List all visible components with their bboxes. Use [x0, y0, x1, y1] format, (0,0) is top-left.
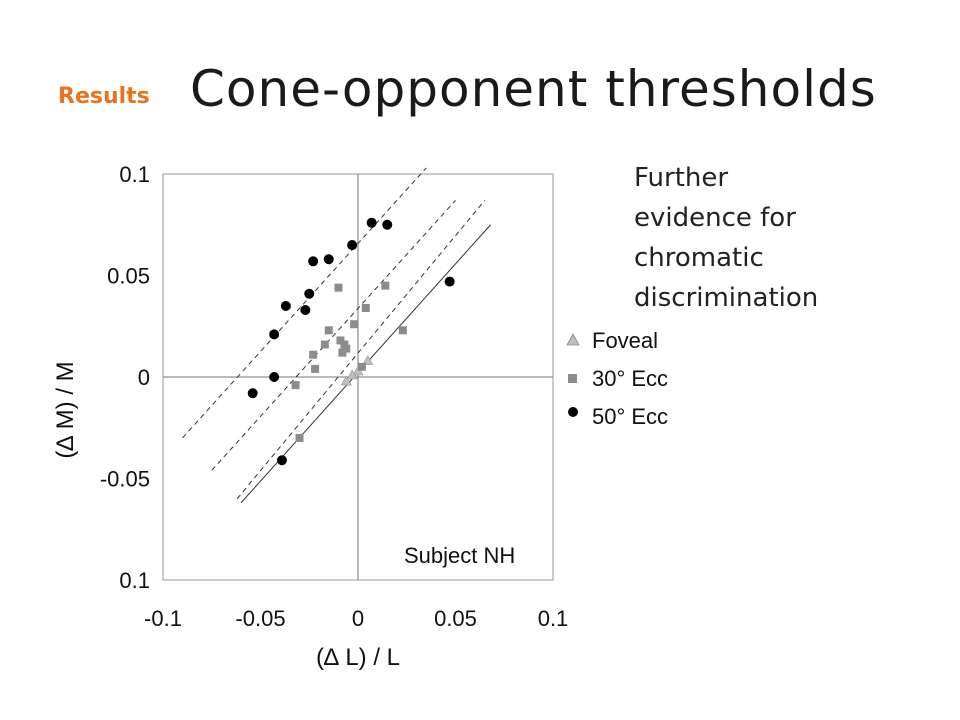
- data-point-30-ecc: [309, 350, 318, 359]
- section-label: Results: [58, 84, 150, 109]
- x-tick-label: -0.05: [235, 606, 285, 631]
- reference-line-3: [236, 200, 486, 500]
- data-point-50-ecc: [300, 305, 311, 316]
- x-tick-label: 0.1: [538, 606, 569, 631]
- x-axis-label: (∆ L) / L: [316, 644, 400, 671]
- data-point-50-ecc: [444, 276, 455, 287]
- legend-label-50-ecc: 50° Ecc: [592, 404, 668, 429]
- data-point-50-ecc: [269, 329, 280, 340]
- data-point-30-ecc: [340, 340, 349, 349]
- legend: Foveal 30° Ecc 50° Ecc: [566, 328, 668, 429]
- data-point-foveal: [346, 369, 358, 380]
- legend-label-30-ecc: 30° Ecc: [592, 366, 668, 391]
- data-point-30-ecc: [357, 362, 366, 371]
- y-tick-label: 0.05: [107, 264, 150, 289]
- data-point-foveal: [362, 355, 374, 366]
- data-point-30-ecc: [295, 433, 304, 442]
- y-tick-label: -0.05: [100, 467, 150, 492]
- data-point-30-ecc: [398, 326, 407, 335]
- data-point-30-ecc: [311, 364, 320, 373]
- y-axis-label: (∆ M) / M: [52, 361, 79, 458]
- legend-marker-50-ecc: [568, 407, 578, 417]
- data-point-30-ecc: [336, 336, 345, 345]
- subject-annotation: Subject NH: [404, 543, 515, 568]
- data-point-30-ecc: [350, 320, 359, 329]
- data-point-foveal: [340, 375, 352, 386]
- legend-marker-30-ecc: [568, 374, 577, 383]
- reference-line-1: [182, 167, 427, 439]
- data-point-50-ecc: [247, 388, 258, 399]
- legend-label-foveal: Foveal: [592, 328, 658, 353]
- data-point-50-ecc: [366, 217, 377, 228]
- data-point-30-ecc: [338, 348, 347, 357]
- data-point-50-ecc: [347, 240, 358, 251]
- data-point-30-ecc: [320, 340, 329, 349]
- y-tick-label: 0.1: [119, 568, 150, 593]
- data-point-50-ecc: [382, 219, 393, 230]
- data-point-50-ecc: [304, 288, 315, 299]
- data-point-50-ecc: [269, 372, 280, 382]
- data-point-30-ecc: [334, 283, 343, 292]
- slide-title: Cone-opponent thresholds: [190, 60, 877, 118]
- side-note-line: Further: [634, 163, 729, 193]
- data-point-30-ecc: [361, 303, 370, 312]
- x-tick-label: 0.05: [434, 606, 477, 631]
- y-tick-label: 0.1: [119, 162, 150, 187]
- data-point-50-ecc: [280, 300, 291, 311]
- side-note-line: evidence for: [634, 203, 796, 233]
- y-tick-label: 0: [138, 365, 150, 390]
- reference-line-2: [211, 200, 456, 471]
- side-note-line: chromatic: [634, 243, 764, 273]
- x-tick-label: -0.1: [144, 606, 182, 631]
- data-point-30-ecc: [324, 326, 333, 335]
- legend-marker-foveal: [566, 333, 580, 346]
- side-note-line: discrimination: [634, 283, 819, 313]
- data-point-30-ecc: [291, 381, 300, 390]
- data-point-50-ecc: [323, 254, 334, 265]
- side-note: Further evidence for chromatic discrimin…: [634, 158, 874, 318]
- data-point-50-ecc: [308, 256, 319, 267]
- data-point-30-ecc: [381, 281, 390, 290]
- data-point-30-ecc: [342, 344, 351, 353]
- x-tick-label: 0: [352, 606, 364, 631]
- data-point-50-ecc: [276, 455, 287, 466]
